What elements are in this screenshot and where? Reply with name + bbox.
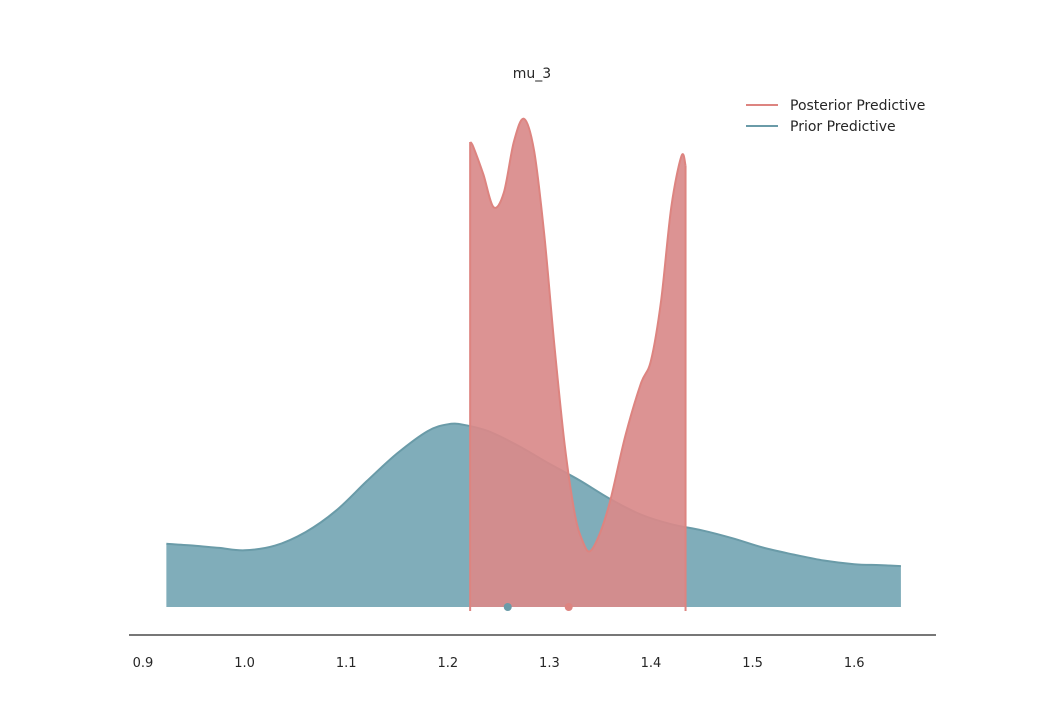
x-tick-label: 1.0 xyxy=(234,656,255,671)
x-tick-label: 1.1 xyxy=(336,656,357,671)
x-tick-label: 0.9 xyxy=(133,656,154,671)
posterior-density-line xyxy=(469,117,687,553)
prior-point-estimate xyxy=(503,603,512,611)
posterior-density-area xyxy=(470,118,686,607)
x-tick-label: 1.3 xyxy=(539,656,560,671)
chart-title: mu_3 xyxy=(513,66,551,82)
plot-area xyxy=(166,117,901,611)
x-tick-label: 1.2 xyxy=(437,656,458,671)
x-tick-label: 1.4 xyxy=(641,656,662,671)
x-tick-label: 1.6 xyxy=(844,656,865,671)
x-tick-label: 1.5 xyxy=(742,656,763,671)
posterior-point-estimate xyxy=(564,603,573,611)
x-axis-ticks: 0.9 1.0 1.1 1.2 1.3 1.4 1.5 1.6 xyxy=(133,656,865,671)
legend: Posterior Predictive Prior Predictive xyxy=(746,98,925,135)
legend-label-prior: Prior Predictive xyxy=(790,119,896,135)
legend-label-posterior: Posterior Predictive xyxy=(790,98,925,114)
